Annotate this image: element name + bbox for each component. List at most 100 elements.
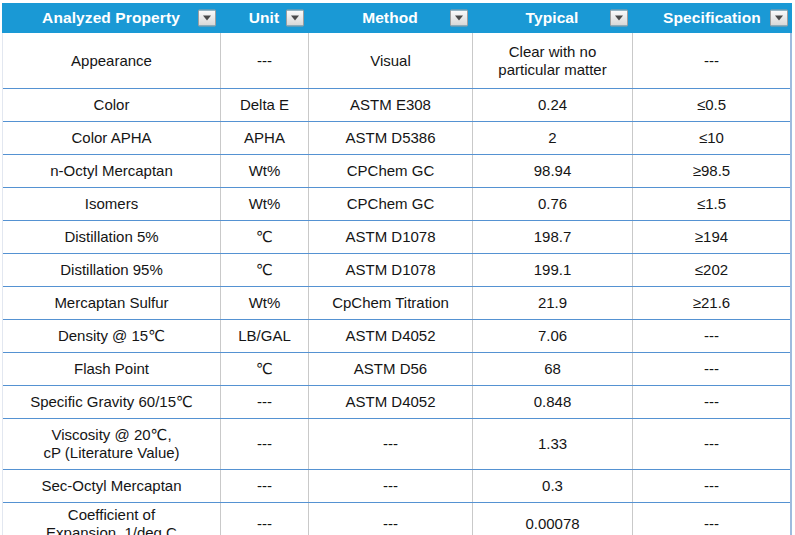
cell-typical[interactable]: 7.06 [473, 320, 633, 352]
cell-specification[interactable]: ≤202 [633, 254, 790, 286]
table-row: Color APHA APHA ASTM D5386 2 ≤10 [3, 121, 790, 154]
table-row: Mercaptan Sulfur Wt% CpChem Titration 21… [3, 286, 790, 319]
cell-unit[interactable]: ℃ [221, 353, 309, 385]
table-row: Specific Gravity 60/15℃ --- ASTM D4052 0… [3, 385, 790, 418]
cell-unit[interactable]: --- [221, 470, 309, 502]
chevron-down-icon [775, 16, 783, 21]
cell-property[interactable]: Isomers [3, 188, 221, 220]
cell-method[interactable]: --- [309, 419, 473, 469]
cell-specification[interactable]: ≤0.5 [633, 89, 790, 121]
cell-property[interactable]: Mercaptan Sulfur [3, 287, 221, 319]
column-header-method[interactable]: Method [308, 3, 472, 33]
filter-button-specification[interactable] [770, 10, 788, 27]
cell-typical[interactable]: 0.76 [473, 188, 633, 220]
filter-button-unit[interactable] [286, 10, 304, 27]
cell-method[interactable]: CPChem GC [309, 155, 473, 187]
cell-method[interactable]: --- [309, 503, 473, 535]
cell-unit[interactable]: ℃ [221, 254, 309, 286]
table-body: Appearance --- Visual Clear with no part… [2, 33, 792, 535]
cell-typical[interactable]: 98.94 [473, 155, 633, 187]
filter-button-method[interactable] [450, 10, 468, 27]
column-header-label: Method [362, 9, 418, 27]
cell-unit[interactable]: --- [221, 33, 309, 88]
cell-property[interactable]: Coefficient of Expansion, 1/deg C [3, 503, 221, 535]
cell-method[interactable]: CpChem Titration [309, 287, 473, 319]
cell-unit[interactable]: Delta E [221, 89, 309, 121]
chevron-down-icon [455, 16, 463, 21]
cell-method[interactable]: Visual [309, 33, 473, 88]
cell-property[interactable]: Appearance [3, 33, 221, 88]
cell-property[interactable]: n-Octyl Mercaptan [3, 155, 221, 187]
table-header-row: Analyzed Property Unit Method Typical Sp… [2, 3, 792, 33]
cell-property[interactable]: Distillation 95% [3, 254, 221, 286]
cell-specification[interactable]: --- [633, 320, 790, 352]
filter-button-typical[interactable] [610, 10, 628, 27]
cell-property[interactable]: Color APHA [3, 122, 221, 154]
cell-unit[interactable]: --- [221, 386, 309, 418]
cell-method[interactable]: --- [309, 470, 473, 502]
cell-unit[interactable]: --- [221, 503, 309, 535]
cell-typical[interactable]: 198.7 [473, 221, 633, 253]
analyzed-properties-table: Analyzed Property Unit Method Typical Sp… [2, 3, 792, 535]
cell-typical[interactable]: 68 [473, 353, 633, 385]
column-header-analyzed-property[interactable]: Analyzed Property [2, 3, 220, 33]
cell-typical[interactable]: 0.00078 [473, 503, 633, 535]
cell-unit[interactable]: Wt% [221, 188, 309, 220]
cell-specification[interactable]: --- [633, 503, 790, 535]
cell-method[interactable]: ASTM D4052 [309, 386, 473, 418]
cell-property[interactable]: Density @ 15℃ [3, 320, 221, 352]
cell-specification[interactable]: --- [633, 386, 790, 418]
cell-method[interactable]: ASTM D1078 [309, 254, 473, 286]
cell-specification[interactable]: --- [633, 470, 790, 502]
cell-unit[interactable]: APHA [221, 122, 309, 154]
cell-method[interactable]: CPChem GC [309, 188, 473, 220]
cell-unit[interactable]: Wt% [221, 155, 309, 187]
cell-specification[interactable]: ≤10 [633, 122, 790, 154]
column-header-specification[interactable]: Specification [632, 3, 792, 33]
cell-specification[interactable]: ≥98.5 [633, 155, 790, 187]
table-row: Density @ 15℃ LB/GAL ASTM D4052 7.06 --- [3, 319, 790, 352]
cell-unit[interactable]: --- [221, 419, 309, 469]
cell-method[interactable]: ASTM D56 [309, 353, 473, 385]
table-row: Coefficient of Expansion, 1/deg C --- --… [3, 502, 790, 535]
cell-specification[interactable]: ≥194 [633, 221, 790, 253]
table-row: Viscosity @ 20℃, cP (Literature Value) -… [3, 418, 790, 469]
table-row: Distillation 95% ℃ ASTM D1078 199.1 ≤202 [3, 253, 790, 286]
cell-typical[interactable]: Clear with no particular matter [473, 33, 633, 88]
cell-specification[interactable]: --- [633, 419, 790, 469]
cell-property[interactable]: Viscosity @ 20℃, cP (Literature Value) [3, 419, 221, 469]
chevron-down-icon [615, 16, 623, 21]
cell-typical[interactable]: 0.3 [473, 470, 633, 502]
cell-method[interactable]: ASTM E308 [309, 89, 473, 121]
column-header-label: Unit [249, 9, 280, 27]
cell-typical[interactable]: 0.24 [473, 89, 633, 121]
table-row: Isomers Wt% CPChem GC 0.76 ≤1.5 [3, 187, 790, 220]
cell-method[interactable]: ASTM D5386 [309, 122, 473, 154]
cell-unit[interactable]: LB/GAL [221, 320, 309, 352]
table-row: Distillation 5% ℃ ASTM D1078 198.7 ≥194 [3, 220, 790, 253]
cell-typical[interactable]: 0.848 [473, 386, 633, 418]
cell-typical[interactable]: 199.1 [473, 254, 633, 286]
cell-property[interactable]: Distillation 5% [3, 221, 221, 253]
cell-unit[interactable]: Wt% [221, 287, 309, 319]
table-row: Sec-Octyl Mercaptan --- --- 0.3 --- [3, 469, 790, 502]
cell-property[interactable]: Color [3, 89, 221, 121]
cell-method[interactable]: ASTM D4052 [309, 320, 473, 352]
cell-specification[interactable]: ≤1.5 [633, 188, 790, 220]
table-row: Color Delta E ASTM E308 0.24 ≤0.5 [3, 88, 790, 121]
cell-typical[interactable]: 21.9 [473, 287, 633, 319]
column-header-typical[interactable]: Typical [472, 3, 632, 33]
filter-button-analyzed-property[interactable] [198, 10, 216, 27]
cell-unit[interactable]: ℃ [221, 221, 309, 253]
cell-specification[interactable]: ≥21.6 [633, 287, 790, 319]
cell-specification[interactable]: --- [633, 353, 790, 385]
table-row: Flash Point ℃ ASTM D56 68 --- [3, 352, 790, 385]
column-header-unit[interactable]: Unit [220, 3, 308, 33]
cell-property[interactable]: Specific Gravity 60/15℃ [3, 386, 221, 418]
cell-property[interactable]: Sec-Octyl Mercaptan [3, 470, 221, 502]
cell-specification[interactable]: --- [633, 33, 790, 88]
cell-typical[interactable]: 1.33 [473, 419, 633, 469]
cell-property[interactable]: Flash Point [3, 353, 221, 385]
cell-method[interactable]: ASTM D1078 [309, 221, 473, 253]
cell-typical[interactable]: 2 [473, 122, 633, 154]
